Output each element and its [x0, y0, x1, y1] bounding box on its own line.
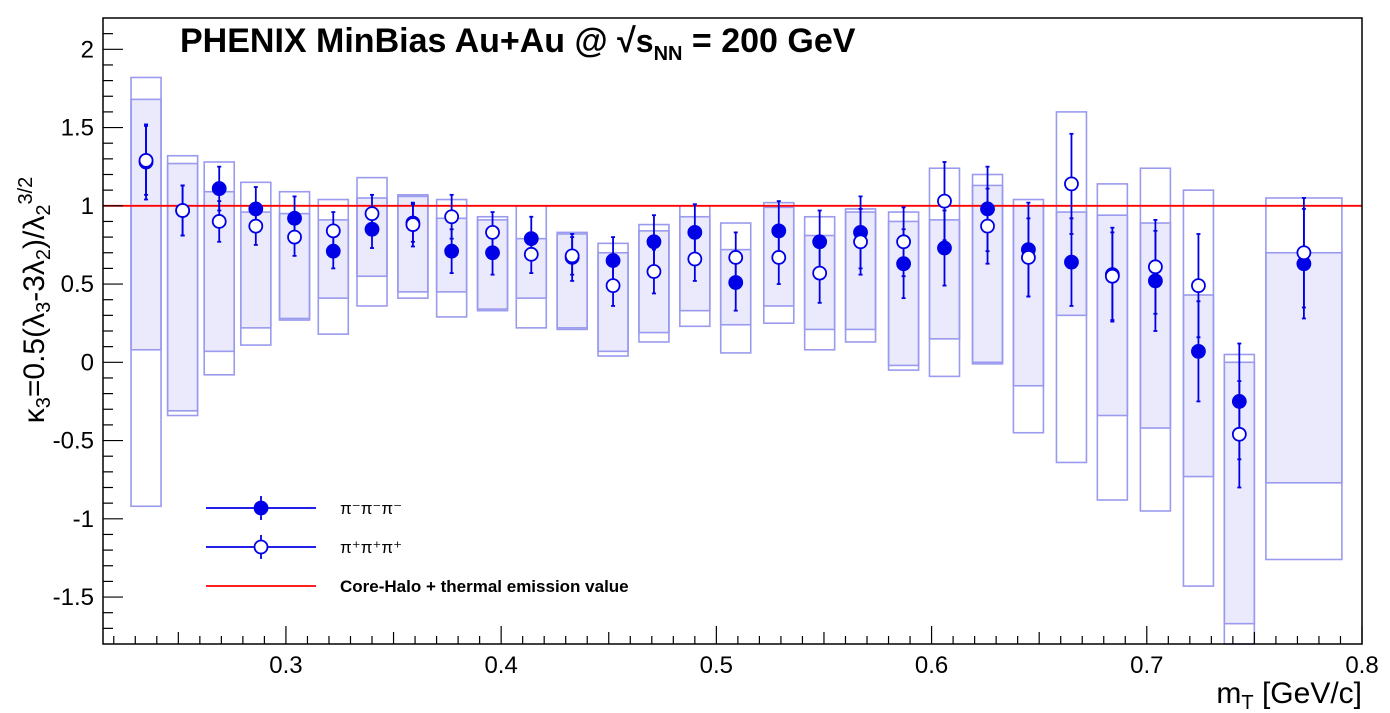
point-pos-7	[405, 217, 421, 232]
sys-box-pos-24	[1096, 183, 1129, 501]
y-axis-title: κ3=0.5(λ3-3λ2)/λ23/2	[15, 177, 55, 424]
sys-box-pos-22	[1012, 198, 1045, 434]
point-neg-16	[771, 223, 787, 239]
point-pos-13	[646, 264, 662, 279]
point-pos-3	[248, 218, 264, 234]
point-pos-10	[523, 246, 539, 262]
point-pos-6	[364, 206, 380, 222]
point-pos-12	[605, 278, 621, 294]
sys-box-pos-4	[278, 190, 311, 321]
y-tick-label: 1	[81, 193, 94, 220]
point-neg-26	[1191, 343, 1206, 359]
point-neg-8	[444, 243, 460, 259]
point-pos-23	[1064, 176, 1079, 192]
point-pos-11	[564, 248, 580, 264]
point-pos-26	[1191, 278, 1206, 294]
point-neg-25	[1147, 273, 1163, 289]
point-pos-2	[211, 214, 227, 229]
chart-title: PHENIX MinBias Au+Au @ √sNN = 200 GeV	[180, 22, 856, 65]
point-pos-15	[728, 250, 744, 265]
point-neg-21	[980, 201, 995, 217]
point-pos-20	[937, 193, 952, 209]
x-tick-label: 0.7	[1130, 652, 1163, 679]
data-markers	[138, 153, 1312, 442]
axes-ticks: 0.3 0.4 0.5 0.6 0.7 0.8 -1.5 -1 -0.5 0 0.5 1 1.5 2	[53, 33, 1379, 679]
point-neg-20	[937, 240, 952, 256]
point-pos-5	[325, 223, 341, 239]
point-pos-21	[980, 218, 995, 234]
point-neg-12	[605, 253, 621, 268]
plot-frame	[102, 17, 1363, 645]
point-pos-24	[1104, 268, 1120, 284]
point-neg-2	[211, 181, 227, 196]
point-neg-23	[1064, 254, 1079, 270]
point-pos-27	[1231, 426, 1247, 442]
point-pos-16	[771, 250, 787, 265]
legend: π⁻π⁻π⁻ π⁺π⁺π⁺ Core-Halo + thermal emission…	[206, 496, 629, 596]
point-pos-14	[687, 251, 703, 267]
point-neg-3	[248, 201, 264, 217]
point-neg-10	[523, 231, 539, 247]
point-pos-22	[1021, 250, 1036, 265]
point-pos-28	[1296, 245, 1312, 261]
point-neg-4	[287, 210, 302, 226]
sys-box-pos-5	[317, 198, 350, 335]
x-tick-label: 0.4	[484, 652, 517, 679]
sys-box-pos-25	[1139, 167, 1172, 512]
sys-box-pos-23	[1055, 111, 1088, 464]
x-tick-label: 0.5	[700, 652, 733, 679]
legend-label-pos: π⁺π⁺π⁺	[340, 538, 402, 557]
point-neg-15	[728, 275, 744, 290]
point-pos-18	[853, 234, 868, 250]
y-tick-label: -0.5	[53, 428, 94, 455]
x-tick-label: 0.8	[1345, 652, 1378, 679]
point-neg-17	[812, 234, 828, 250]
sys-box-pos-15	[719, 222, 752, 354]
x-tick-label: 0.3	[269, 652, 302, 679]
y-tick-label: 2	[81, 36, 94, 63]
sys-box-pos-1	[166, 154, 199, 417]
sys-box-pos-3	[240, 181, 272, 346]
legend-label-neg: π⁻π⁻π⁻	[340, 499, 402, 518]
point-pos-19	[896, 234, 911, 250]
point-pos-17	[812, 265, 828, 281]
point-neg-5	[325, 243, 341, 259]
point-pos-4	[287, 229, 302, 245]
legend-label-reference: Core-Halo + thermal emission value	[340, 577, 629, 596]
sys-box-pos-2	[203, 161, 236, 376]
sys-box-pos-7	[397, 194, 429, 299]
y-tick-label: 1.5	[61, 115, 94, 142]
sys-box-pos-11	[556, 231, 588, 331]
y-tick-label: 0	[81, 349, 94, 376]
x-axis-title: mT [GeV/c]	[1216, 677, 1362, 713]
point-neg-27	[1231, 394, 1247, 409]
sys-box-pos-6	[356, 176, 388, 307]
sys-box-pos-0	[130, 76, 162, 508]
sys-box-neg-4	[278, 212, 311, 320]
point-pos-9	[485, 225, 500, 240]
point-pos-0	[138, 153, 154, 168]
y-tick-label: 0.5	[61, 271, 94, 298]
point-neg-19	[896, 256, 911, 272]
point-pos-25	[1147, 259, 1163, 275]
point-pos-8	[444, 209, 460, 225]
y-tick-label: -1	[73, 506, 94, 533]
y-tick-label: -1.5	[53, 584, 94, 611]
legend-marker-pos	[253, 539, 269, 555]
sys-box-pos-26	[1182, 189, 1215, 587]
point-neg-13	[646, 234, 662, 250]
point-neg-14	[687, 225, 703, 240]
systematic-boxes	[130, 76, 1343, 645]
x-tick-label: 0.6	[915, 652, 948, 679]
point-neg-6	[364, 221, 380, 237]
point-neg-9	[485, 245, 500, 261]
point-pos-1	[175, 203, 191, 218]
legend-marker-neg	[253, 500, 269, 516]
